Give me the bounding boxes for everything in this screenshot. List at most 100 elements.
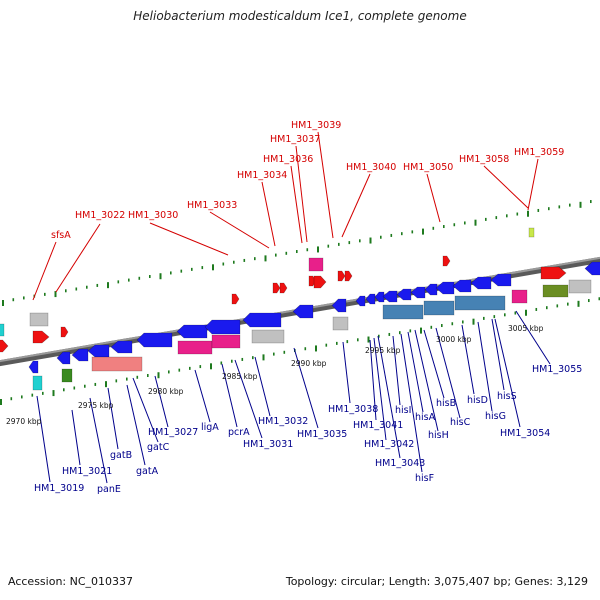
reverse-gene-arrow [136, 332, 173, 348]
reverse-gene-arrow [424, 283, 438, 296]
forward-tick [107, 282, 109, 289]
reverse-tick [556, 304, 559, 308]
rrna-block [423, 300, 455, 316]
forward-tick [23, 296, 25, 300]
forward-gene-arrow [272, 282, 281, 294]
trna-gene [511, 289, 528, 304]
gene-label[interactable]: HM1_3050 [403, 162, 453, 173]
kbp-scale: 2970 kbp 2975 kbp 2980 kbp 2985 kbp 2990… [6, 324, 544, 426]
gene-label[interactable]: hisG [485, 411, 506, 422]
small-feature [528, 227, 535, 238]
pseudo-gene [29, 312, 49, 327]
gene-label[interactable]: hisC [450, 417, 471, 428]
gene-label[interactable]: HM1_3040 [346, 162, 396, 173]
leader-line [261, 181, 276, 247]
forward-tick [54, 291, 57, 298]
reverse-tick [388, 332, 391, 336]
forward-tick [306, 248, 309, 252]
forward-tick [149, 275, 151, 279]
kbp-label: 2985 kbp [222, 372, 258, 381]
forward-tick [590, 200, 592, 204]
reverse-tick [535, 307, 538, 311]
gene-label[interactable]: HM1_3035 [297, 429, 347, 440]
reverse-tick [126, 377, 128, 381]
gene-label[interactable]: HM1_3036 [263, 154, 313, 165]
gene-label[interactable]: HM1_3059 [514, 147, 564, 158]
pseudo-gene [251, 329, 285, 344]
gene-label[interactable]: sfsA [51, 230, 71, 241]
gene-label[interactable]: HM1_3058 [459, 154, 509, 165]
forward-tick [569, 203, 571, 207]
gene-label[interactable]: panE [97, 484, 121, 495]
gene-label[interactable]: hisI [395, 405, 411, 416]
gene-label[interactable]: HM1_3034 [237, 170, 287, 181]
gene-label[interactable]: HM1_3031 [243, 439, 293, 450]
leader-line [71, 409, 81, 466]
forward-tick [369, 237, 372, 244]
forward-tick [243, 258, 246, 262]
reverse-tick [567, 302, 569, 306]
leader-line [461, 324, 475, 395]
gene-label[interactable]: HM1_3032 [258, 416, 308, 427]
gene-label[interactable]: HM1_3037 [270, 134, 320, 145]
reverse-tick [52, 390, 55, 397]
gene-label[interactable]: gatA [136, 466, 159, 477]
forward-tick [86, 285, 88, 289]
leader-line [392, 335, 401, 406]
leader-line [89, 397, 108, 484]
gene-label[interactable]: hisD [467, 395, 488, 406]
gene-label[interactable]: hisS [497, 391, 517, 402]
leader-line [341, 173, 371, 238]
forward-tick [233, 260, 235, 264]
reverse-tick [241, 357, 244, 361]
reverse-gene-arrow [331, 298, 347, 313]
gene-label[interactable]: HM1_3043 [375, 458, 425, 469]
forward-labels: sfsA HM1_3022 HM1_3030 HM1_3033 HM1_3034… [51, 120, 564, 241]
gene-label[interactable]: hisF [415, 473, 434, 484]
gene-label[interactable]: HM1_3021 [62, 466, 112, 477]
reverse-tick [189, 366, 191, 370]
reverse-tick [63, 388, 65, 392]
gene-label[interactable]: HM1_3033 [187, 200, 237, 211]
reverse-tick [357, 338, 359, 342]
gene-label[interactable]: pcrA [228, 427, 250, 438]
leader-line [515, 310, 551, 365]
reverse-tick [21, 395, 23, 399]
forward-tick [65, 289, 67, 293]
forward-tick [401, 232, 403, 236]
leader-line [126, 384, 146, 466]
gene-label[interactable]: HM1_3022 [75, 210, 125, 221]
gene-label[interactable]: hisB [436, 398, 456, 409]
reverse-gene-arrow [435, 281, 455, 295]
forward-tick [327, 244, 330, 248]
gene-label[interactable]: ligA [201, 422, 219, 433]
reverse-tick [514, 311, 517, 315]
reverse-tick [94, 382, 97, 386]
reverse-tick [598, 297, 600, 301]
gene-label[interactable]: HM1_3027 [148, 427, 198, 438]
gene-label[interactable]: HM1_3055 [532, 364, 582, 375]
gene-label[interactable]: hisA [415, 412, 436, 423]
forward-tick [191, 267, 193, 271]
forward-tick [411, 230, 414, 234]
forward-tick [464, 221, 466, 225]
leader-line [373, 337, 387, 441]
gene-label[interactable]: HM1_3038 [328, 404, 378, 415]
gene-label[interactable]: HM1_3041 [353, 420, 403, 431]
genome-title: Heliobacterium modesticaldum Ice1, compl… [133, 9, 467, 23]
pseudo-gene [568, 279, 592, 294]
gene-label[interactable]: HM1_3019 [34, 483, 84, 494]
reverse-gene-arrow [204, 319, 241, 335]
gene-label[interactable]: HM1_3039 [291, 120, 341, 131]
forward-tick [453, 223, 456, 227]
gene-label[interactable]: HM1_3042 [364, 439, 414, 450]
leader-line [377, 335, 401, 459]
gene-label[interactable]: gatB [110, 450, 132, 461]
gene-label[interactable]: HM1_3054 [500, 428, 550, 439]
gene-label[interactable]: gatC [147, 442, 170, 453]
gene-label[interactable]: HM1_3030 [128, 210, 178, 221]
forward-tick [474, 219, 477, 226]
reverse-tick [430, 325, 433, 329]
gene-label[interactable]: hisH [428, 430, 449, 441]
forward-tick [201, 266, 204, 270]
